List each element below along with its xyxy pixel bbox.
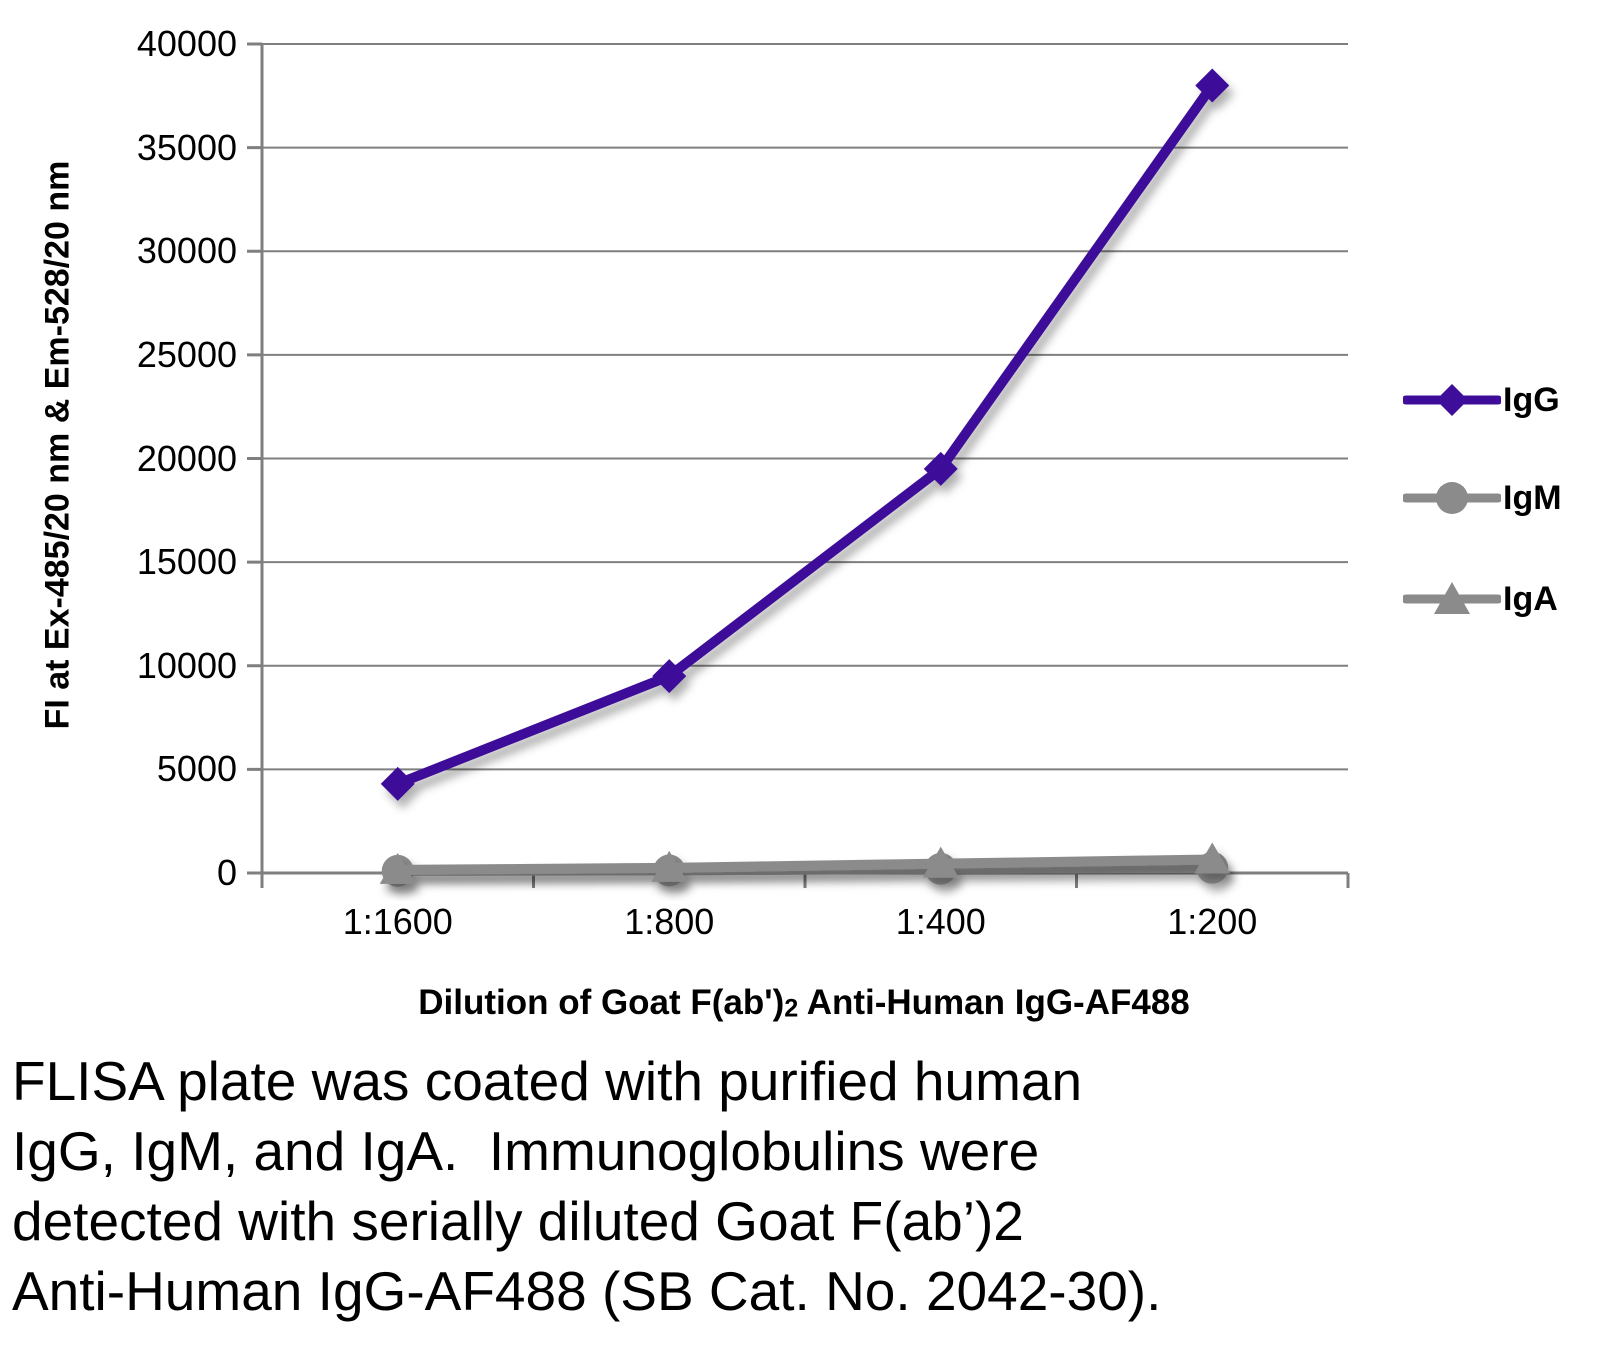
legend-key-igg	[1403, 384, 1501, 416]
y-tick-label: 15000	[136, 541, 237, 583]
y-tick-label: 40000	[136, 23, 237, 64]
data-point-diamond	[923, 451, 958, 486]
caption-line: IgG, IgM, and IgA. Immunoglobulins were	[12, 1120, 1040, 1182]
line-chart	[247, 42, 1350, 888]
legend-entry-iga: IgA	[1403, 574, 1558, 624]
data-point-triangle	[922, 846, 959, 878]
data-point-diamond	[380, 766, 415, 801]
caption-line: Anti-Human IgG-AF488 (SB Cat. No. 2042-3…	[12, 1260, 1162, 1322]
x-tick-label: 1:800	[624, 901, 715, 942]
x-axis-title: Dilution of Goat F(ab')2 Anti-Human IgG-…	[418, 983, 1190, 1024]
y-tick-label: 0	[216, 852, 237, 893]
legend-marker-circle	[1436, 482, 1468, 514]
legend-marker-diamond	[1436, 384, 1468, 416]
caption-line: detected with serially diluted Goat F(ab…	[12, 1190, 1024, 1252]
y-tick-label: 35000	[136, 126, 237, 168]
x-tick-label: 1:200	[1167, 901, 1258, 942]
y-tick-label: 30000	[136, 230, 237, 272]
legend-entry-igg: IgG	[1403, 375, 1560, 425]
y-tick-label: 20000	[136, 437, 237, 479]
series-line-IgG	[392, 80, 1218, 789]
y-tick-label: 25000	[136, 333, 237, 375]
data-point-triangle	[1194, 842, 1231, 874]
x-axis-title-text: Dilution of Goat F(ab')	[418, 983, 785, 1022]
y-tick-label: 5000	[156, 748, 237, 790]
data-point-triangle	[379, 852, 416, 884]
data-point-triangle	[651, 850, 688, 882]
legend-entry-igm: IgM	[1403, 473, 1562, 523]
x-tick-label: 1:1600	[342, 901, 453, 942]
legend-marker-triangle	[1434, 582, 1470, 614]
legend-key-iga	[1403, 582, 1501, 614]
data-point-diamond	[1195, 68, 1230, 103]
figure-caption: FLISA plate was coated with purified hum…	[12, 1046, 1592, 1326]
series-line-IgA	[392, 854, 1218, 875]
legend-label-igm: IgM	[1503, 478, 1562, 517]
y-tick-label: 10000	[136, 644, 237, 686]
legend-label-iga: IgA	[1503, 579, 1558, 618]
legend-key-igm	[1403, 482, 1501, 514]
x-axis-title-text-suffix: Anti-Human IgG-AF488	[798, 983, 1190, 1022]
x-axis-title-subscript: 2	[784, 994, 799, 1023]
series-IgA	[379, 842, 1231, 884]
legend-label-igg: IgG	[1503, 380, 1560, 419]
data-point-diamond	[652, 659, 687, 694]
series-IgG	[380, 68, 1230, 801]
x-tick-label: 1:400	[895, 901, 986, 942]
caption-line: FLISA plate was coated with purified hum…	[12, 1050, 1083, 1112]
